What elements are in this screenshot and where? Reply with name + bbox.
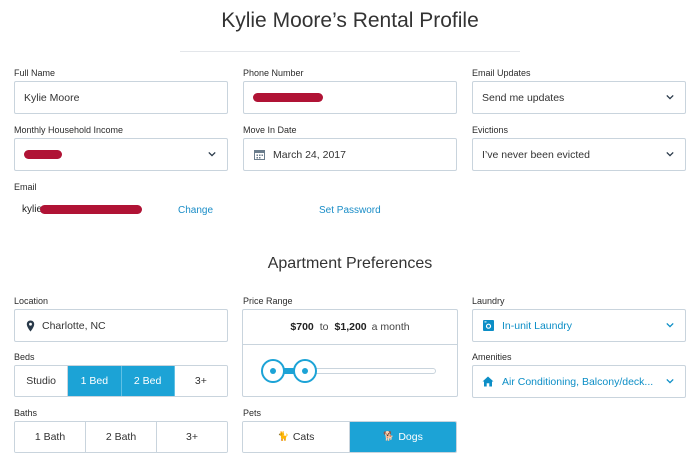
email-updates-select[interactable]: Send me updates bbox=[472, 81, 686, 114]
cat-icon: 🐈 bbox=[277, 432, 289, 442]
price-slider-track[interactable] bbox=[261, 368, 436, 374]
chevron-down-icon bbox=[666, 94, 674, 100]
price-range-label: Price Range bbox=[243, 296, 293, 306]
phone-label: Phone Number bbox=[243, 68, 304, 78]
pets-segmented-control: 🐈 Cats 🐕 Dogs bbox=[242, 421, 457, 453]
beds-option-label: 3+ bbox=[194, 375, 207, 387]
beds-option-studio[interactable]: Studio bbox=[15, 366, 69, 396]
home-icon bbox=[482, 376, 494, 388]
baths-label: Baths bbox=[14, 408, 38, 418]
income-redaction bbox=[24, 150, 62, 159]
full-name-value: Kylie Moore bbox=[24, 91, 80, 104]
income-select[interactable] bbox=[14, 138, 228, 171]
beds-label: Beds bbox=[14, 352, 35, 362]
baths-option-2-bath[interactable]: 2 Bath bbox=[86, 422, 157, 452]
beds-option-1-bed[interactable]: 1 Bed bbox=[68, 366, 122, 396]
baths-option-1-bath[interactable]: 1 Bath bbox=[15, 422, 86, 452]
income-label: Monthly Household Income bbox=[14, 125, 124, 135]
evictions-label: Evictions bbox=[472, 125, 509, 135]
full-name-field[interactable]: Kylie Moore bbox=[14, 81, 228, 114]
move-in-date-field[interactable]: March 24, 2017 bbox=[243, 138, 457, 171]
phone-field[interactable] bbox=[243, 81, 457, 114]
email-prefix: kylie bbox=[22, 204, 43, 215]
chevron-down-icon bbox=[666, 322, 674, 328]
baths-option-label: 3+ bbox=[186, 431, 198, 443]
laundry-value: In-unit Laundry bbox=[502, 319, 573, 332]
chevron-down-icon bbox=[666, 378, 674, 384]
beds-option-3[interactable]: 3+ bbox=[174, 366, 227, 396]
map-pin-icon bbox=[24, 320, 36, 332]
dog-icon: 🐕 bbox=[383, 432, 395, 442]
price-range-readout: $700 to $1,200 a month bbox=[243, 310, 457, 345]
beds-option-2-bed[interactable]: 2 Bed bbox=[121, 366, 175, 396]
price-max-handle[interactable] bbox=[292, 359, 317, 383]
full-name-label: Full Name bbox=[14, 68, 56, 78]
location-field[interactable]: Charlotte, NC bbox=[14, 309, 228, 342]
set-password-link[interactable]: Set Password bbox=[319, 205, 381, 216]
email-label: Email bbox=[14, 182, 37, 192]
baths-segmented-control: 1 Bath 2 Bath 3+ bbox=[14, 421, 228, 453]
change-email-link[interactable]: Change bbox=[178, 205, 214, 216]
price-min-handle[interactable] bbox=[261, 359, 286, 383]
baths-option-label: 2 Bath bbox=[105, 431, 137, 443]
amenities-value: Air Conditioning, Balcony/deck... bbox=[502, 375, 654, 388]
beds-segmented-control: Studio 1 Bed 2 Bed 3+ bbox=[14, 365, 228, 397]
move-in-value: March 24, 2017 bbox=[273, 148, 346, 161]
pets-option-cats[interactable]: 🐈 Cats bbox=[243, 422, 350, 452]
apartment-preferences-title: Apartment Preferences bbox=[267, 255, 433, 272]
email-redaction bbox=[40, 205, 143, 214]
email-value: kylie bbox=[22, 204, 143, 215]
pets-label: Pets bbox=[243, 408, 262, 418]
laundry-label: Laundry bbox=[472, 296, 505, 306]
amenities-label: Amenities bbox=[472, 352, 512, 362]
laundry-select[interactable]: In-unit Laundry bbox=[472, 309, 686, 342]
email-updates-label: Email Updates bbox=[472, 68, 531, 78]
pets-option-label: Dogs bbox=[398, 431, 423, 443]
beds-option-label: Studio bbox=[26, 375, 57, 387]
move-in-label: Move In Date bbox=[243, 125, 297, 135]
price-slider-fill bbox=[274, 368, 306, 374]
page-title: Kylie Moore’s Rental Profile bbox=[221, 9, 479, 32]
location-value: Charlotte, NC bbox=[42, 319, 106, 332]
evictions-value: I’ve never been evicted bbox=[482, 148, 590, 161]
pets-option-dogs[interactable]: 🐕 Dogs bbox=[350, 422, 456, 452]
washer-icon bbox=[482, 320, 494, 332]
title-divider bbox=[180, 51, 520, 52]
email-updates-value: Send me updates bbox=[482, 91, 565, 104]
calendar-icon bbox=[253, 149, 265, 161]
location-label: Location bbox=[14, 296, 49, 306]
beds-option-label: 1 Bed bbox=[80, 375, 109, 387]
chevron-down-icon bbox=[208, 151, 216, 157]
baths-option-label: 1 Bath bbox=[34, 431, 66, 443]
evictions-select[interactable]: I’ve never been evicted bbox=[472, 138, 686, 171]
price-to: to bbox=[319, 321, 329, 333]
price-range-widget: $700 to $1,200 a month bbox=[242, 309, 458, 397]
price-min: $700 bbox=[290, 321, 314, 333]
price-period: a month bbox=[371, 321, 410, 333]
phone-redaction bbox=[253, 93, 323, 102]
price-max: $1,200 bbox=[334, 321, 367, 333]
pets-option-label: Cats bbox=[292, 431, 315, 443]
baths-option-3[interactable]: 3+ bbox=[157, 422, 227, 452]
chevron-down-icon bbox=[666, 151, 674, 157]
amenities-select[interactable]: Air Conditioning, Balcony/deck... bbox=[472, 365, 686, 398]
beds-option-label: 2 Bed bbox=[133, 375, 162, 387]
